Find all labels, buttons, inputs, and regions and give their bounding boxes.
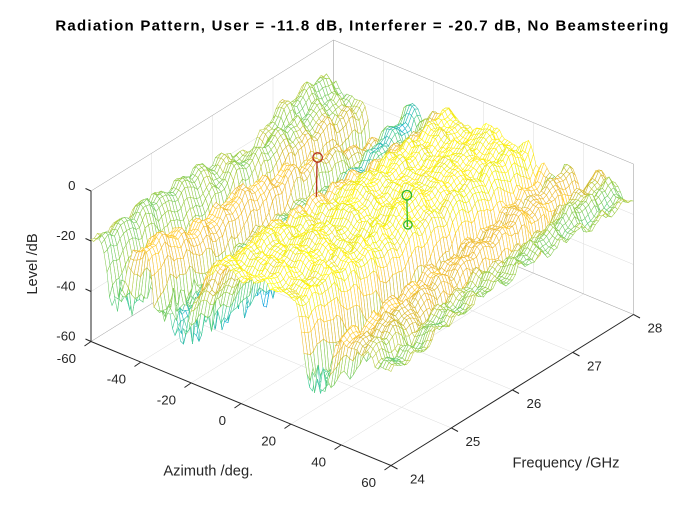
svg-text:-60: -60 bbox=[57, 351, 76, 366]
svg-text:0: 0 bbox=[68, 178, 75, 193]
svg-text:Level /dB: Level /dB bbox=[25, 233, 41, 294]
svg-text:28: 28 bbox=[648, 321, 663, 336]
svg-text:60: 60 bbox=[361, 475, 376, 490]
svg-text:26: 26 bbox=[527, 396, 542, 411]
svg-text:-20: -20 bbox=[157, 393, 176, 408]
svg-text:40: 40 bbox=[311, 455, 326, 470]
svg-text:Radiation Pattern, User = -11.: Radiation Pattern, User = -11.8 dB, Inte… bbox=[55, 18, 669, 35]
svg-text:-40: -40 bbox=[107, 372, 126, 387]
svg-text:-40: -40 bbox=[56, 279, 75, 294]
svg-text:-60: -60 bbox=[56, 329, 75, 344]
svg-text:Frequency /GHz: Frequency /GHz bbox=[513, 455, 620, 471]
svg-text:0: 0 bbox=[219, 413, 226, 428]
svg-text:24: 24 bbox=[410, 472, 425, 487]
svg-text:27: 27 bbox=[587, 359, 602, 374]
svg-text:Azimuth /deg.: Azimuth /deg. bbox=[163, 464, 253, 480]
svg-text:25: 25 bbox=[466, 434, 481, 449]
svg-text:-20: -20 bbox=[56, 228, 75, 243]
svg-text:20: 20 bbox=[261, 434, 276, 449]
